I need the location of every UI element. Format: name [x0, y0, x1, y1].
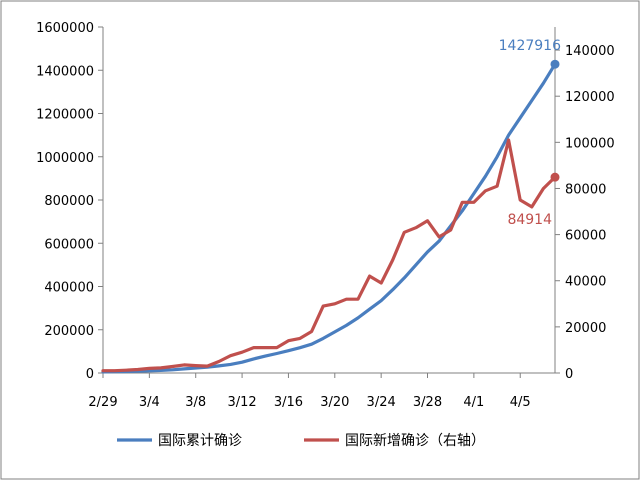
series-end-point: [550, 59, 560, 69]
left-tick-label: 1600000: [36, 21, 94, 36]
x-tick-label: 3/4: [139, 395, 160, 410]
right-tick-label: 120000: [565, 90, 615, 105]
x-tick-label: 3/24: [367, 395, 396, 410]
legend-label: 国际新增确诊（右轴）: [345, 433, 485, 449]
series-end-label: 84914: [507, 212, 552, 228]
left-tick-label: 200000: [44, 324, 94, 339]
x-tick-label: 3/20: [320, 395, 349, 410]
left-tick-label: 600000: [44, 237, 94, 252]
x-tick-label: 3/8: [185, 395, 206, 410]
left-tick-label: 1000000: [36, 151, 94, 166]
x-tick-label: 3/28: [413, 395, 442, 410]
x-tick-label: 3/12: [227, 395, 256, 410]
x-tick-label: 4/1: [463, 395, 484, 410]
left-tick-label: 1200000: [36, 108, 94, 123]
series-end-label: 1427916: [499, 38, 561, 54]
series-end-point: [550, 172, 560, 182]
legend-label: 国际累计确诊: [158, 433, 242, 449]
right-tick-label: 100000: [565, 136, 615, 151]
series-line-cumulative: [101, 62, 557, 374]
right-tick-label: 140000: [565, 44, 615, 59]
legend: 国际累计确诊 国际新增确诊（右轴）: [117, 433, 485, 449]
right-tick-label: 60000: [565, 229, 606, 244]
right-tick-label: 80000: [565, 182, 606, 197]
x-tick-label: 4/5: [510, 395, 531, 410]
right-tick-label: 40000: [565, 275, 606, 290]
series-line-new-cases: [101, 138, 557, 373]
series-layer: [101, 59, 560, 374]
left-tick-label: 400000: [44, 281, 94, 296]
annotations: 1427916 84914: [499, 38, 561, 228]
left-tick-label: 1400000: [36, 64, 94, 79]
right-tick-label: 0: [565, 367, 573, 382]
x-tick-label: 3/16: [274, 395, 303, 410]
right-tick-label: 20000: [565, 321, 606, 336]
axes: 0200000400000600000800000100000012000001…: [36, 21, 615, 410]
left-tick-label: 0: [86, 367, 94, 382]
left-tick-label: 800000: [44, 194, 94, 209]
x-tick-label: 2/29: [88, 395, 117, 410]
